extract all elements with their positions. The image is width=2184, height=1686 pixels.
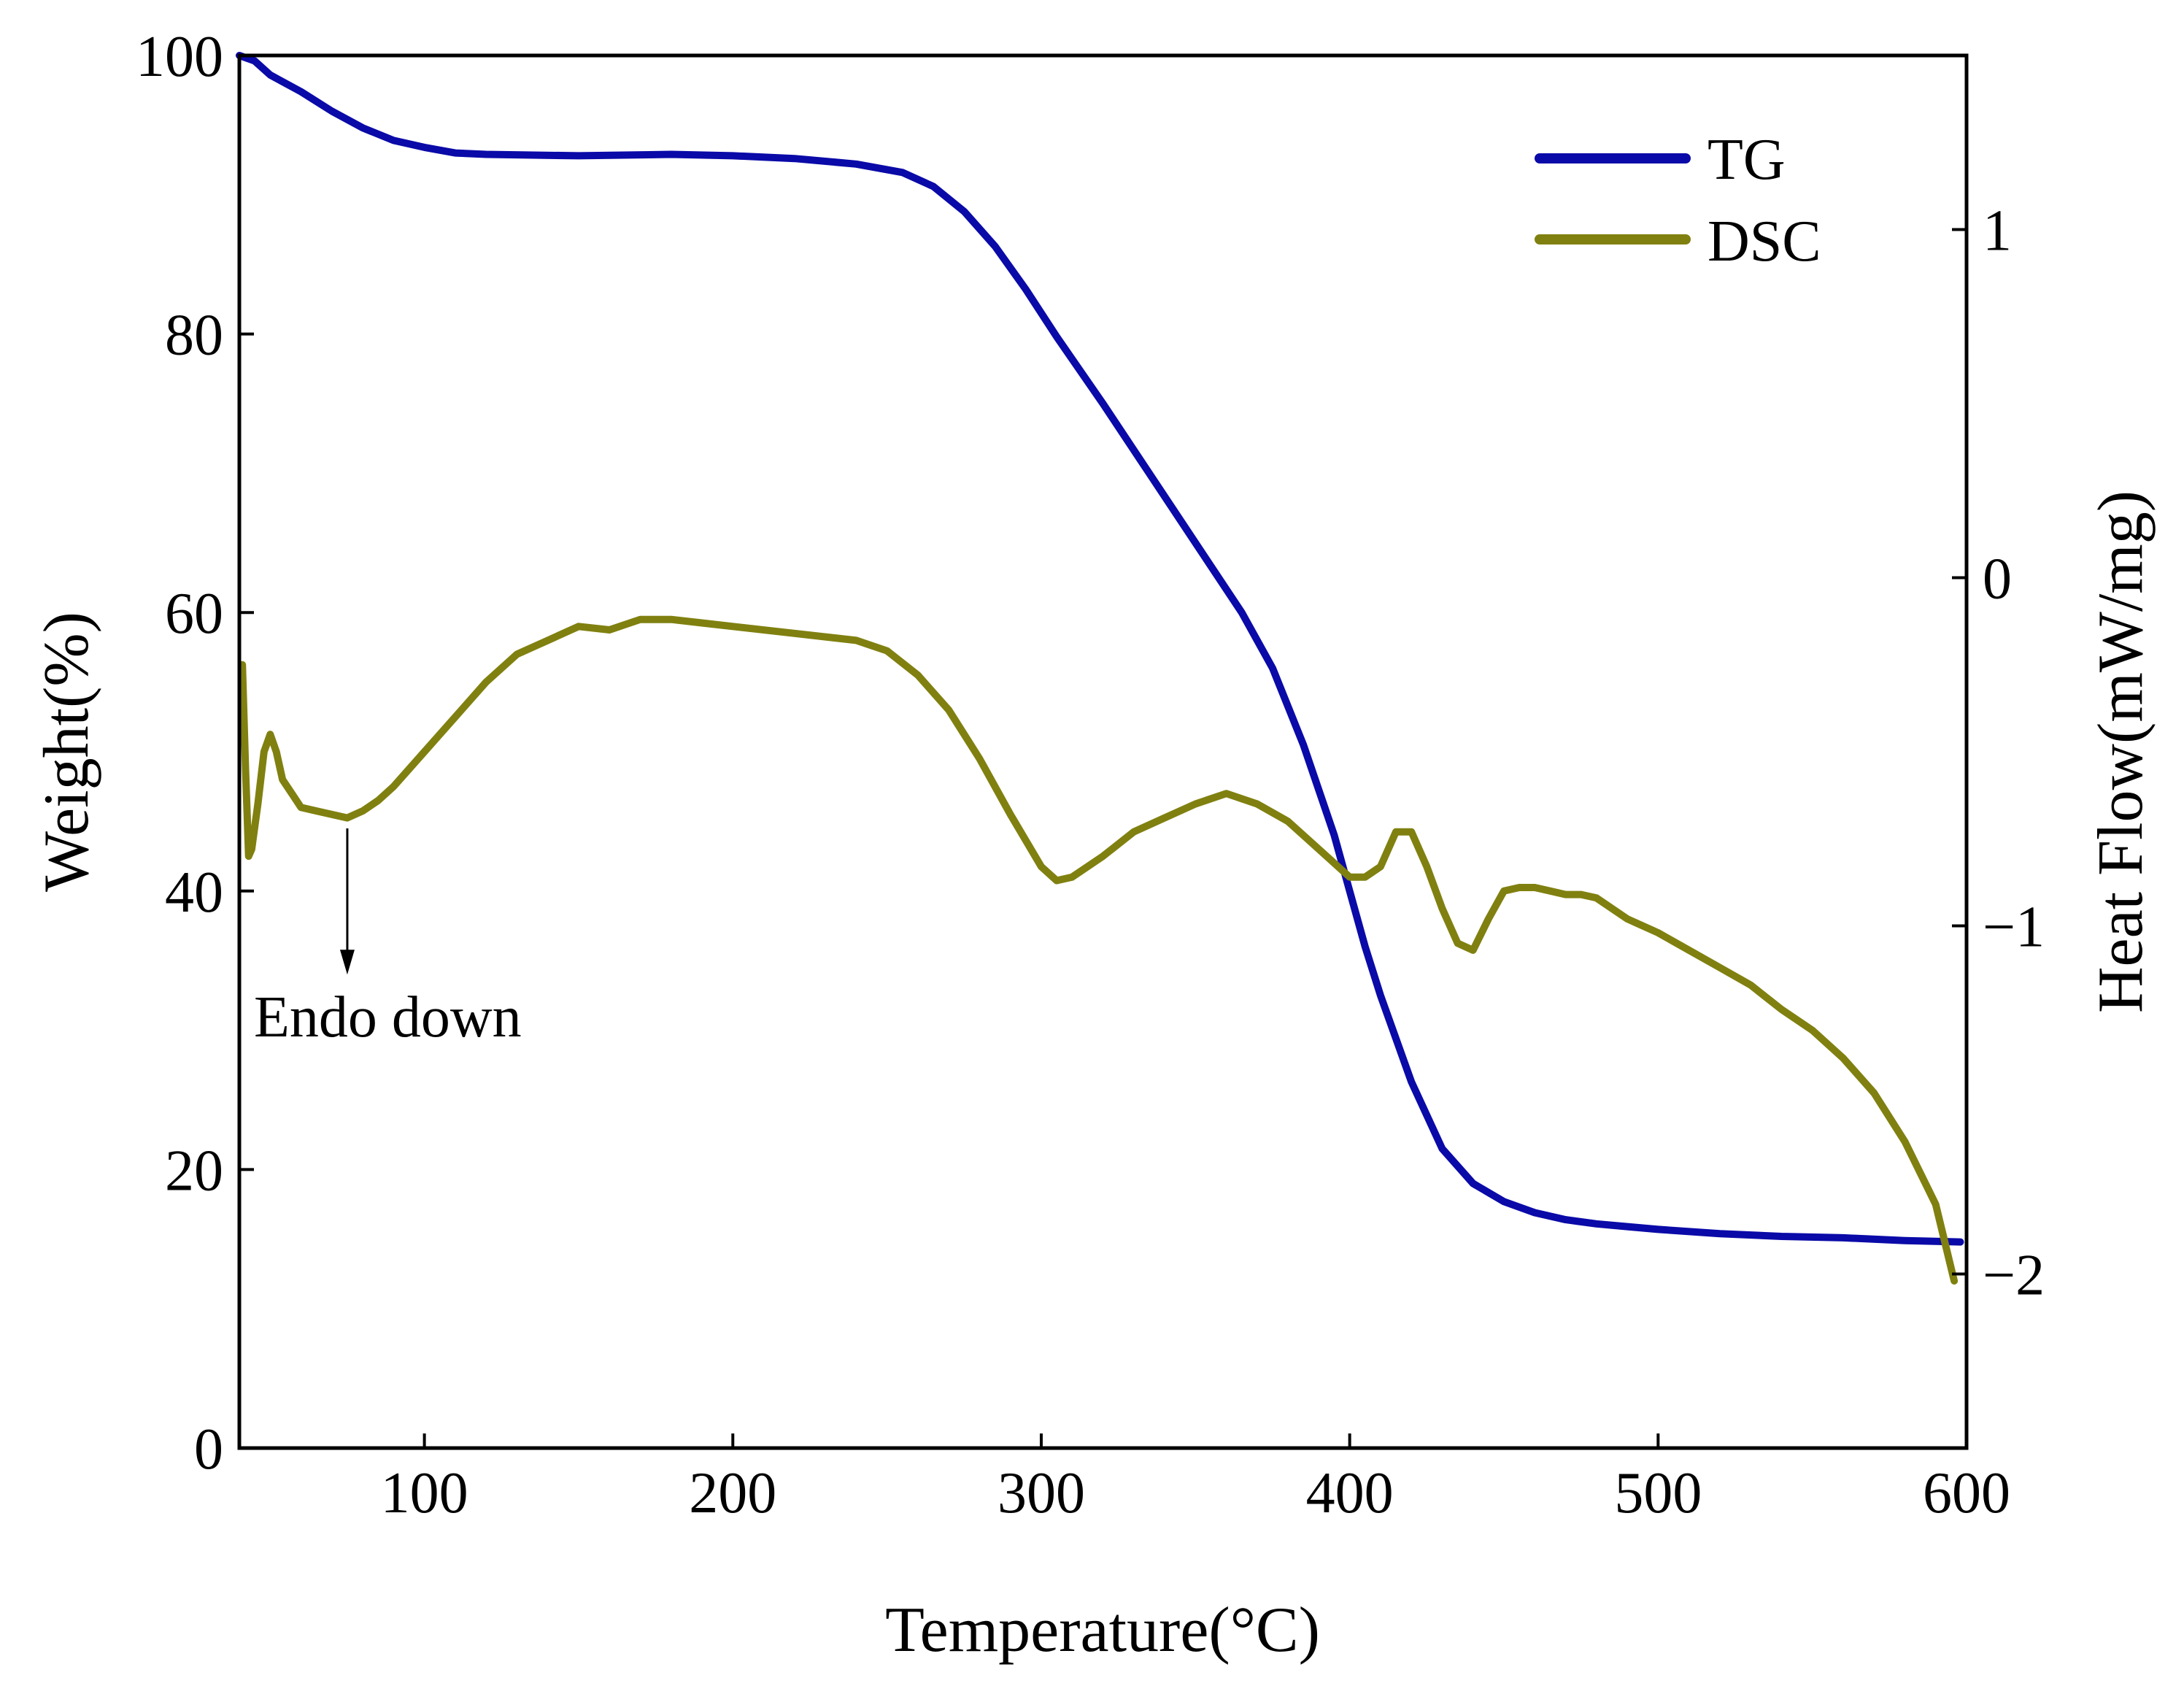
x-tick-label: 300 bbox=[998, 1461, 1085, 1525]
x-tick-label: 500 bbox=[1614, 1461, 1702, 1525]
y-tick-label-right: 1 bbox=[1983, 199, 2012, 263]
y-axis-title-right: Heat Flow(mW/mg) bbox=[2085, 490, 2156, 1013]
y-axis-title-left: Weight(%) bbox=[31, 612, 102, 892]
y-tick-label-left: 60 bbox=[165, 582, 223, 646]
y-tick-label-right: 0 bbox=[1983, 547, 2012, 612]
x-axis-title: Temperature(°C) bbox=[885, 1595, 1320, 1666]
y-tick-label-left: 40 bbox=[165, 861, 223, 925]
series-line-dsc bbox=[239, 615, 1959, 1285]
endo-annotation-label: Endo down bbox=[254, 985, 522, 1050]
x-tick-label: 600 bbox=[1923, 1461, 2010, 1525]
plot-frame bbox=[237, 53, 1969, 1450]
y-tick-label-left: 0 bbox=[194, 1417, 223, 1482]
x-tick-label: 400 bbox=[1306, 1461, 1394, 1525]
y-tick-label-right: −1 bbox=[1983, 896, 2045, 960]
y-tick-label-left: 100 bbox=[136, 25, 223, 89]
legend-label-dsc: DSC bbox=[1708, 209, 1821, 274]
x-tick-label: 100 bbox=[381, 1461, 468, 1525]
endo-annotation: Endo down bbox=[254, 828, 522, 1050]
endo-arrow-head bbox=[339, 950, 355, 975]
series-line-tg bbox=[236, 52, 1964, 1246]
y-tick-label-right: −2 bbox=[1983, 1244, 2045, 1308]
y-tick-label-left: 20 bbox=[165, 1139, 223, 1203]
y-tick-label-left: 80 bbox=[165, 304, 223, 368]
x-tick-label: 200 bbox=[689, 1461, 776, 1525]
legend-label-tg: TG bbox=[1708, 128, 1786, 192]
legend: TG DSC bbox=[1535, 128, 1821, 274]
